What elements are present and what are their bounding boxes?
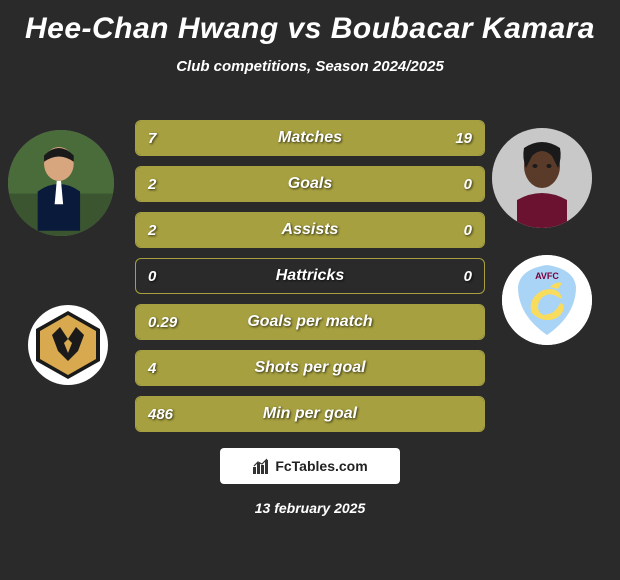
player-left-avatar <box>8 130 114 236</box>
stat-fill-right <box>230 121 484 155</box>
stat-row: 0.29 Goals per match <box>135 304 485 340</box>
stat-value-right: 0 <box>464 176 472 193</box>
brand-badge: FcTables.com <box>220 448 400 484</box>
subtitle: Club competitions, Season 2024/2025 <box>0 58 620 75</box>
player-right-avatar <box>492 128 592 228</box>
stat-label: Assists <box>282 221 339 239</box>
stat-label: Min per goal <box>263 405 357 423</box>
svg-text:AVFC: AVFC <box>535 271 559 281</box>
stat-value-left: 4 <box>148 360 156 377</box>
stat-row: 486 Min per goal <box>135 396 485 432</box>
stat-value-left: 486 <box>148 406 173 423</box>
stat-value-right: 0 <box>464 268 472 285</box>
stat-value-left: 7 <box>148 130 156 147</box>
stat-value-right: 19 <box>455 130 472 147</box>
stat-value-left: 2 <box>148 222 156 239</box>
stat-row: 0 Hattricks 0 <box>135 258 485 294</box>
stat-row: 2 Assists 0 <box>135 212 485 248</box>
footer-date: 13 february 2025 <box>255 500 366 516</box>
brand-text: FcTables.com <box>275 458 367 474</box>
page-title: Hee-Chan Hwang vs Boubacar Kamara <box>0 0 620 46</box>
stat-label: Shots per goal <box>254 359 365 377</box>
stat-label: Goals <box>288 175 332 193</box>
stat-row: 4 Shots per goal <box>135 350 485 386</box>
club-right-badge: AVFC <box>502 255 592 345</box>
stats-container: 7 Matches 19 2 Goals 0 2 Assists 0 0 Hattricks 0 0.2… <box>135 120 485 442</box>
stat-label: Goals per match <box>247 313 372 331</box>
stat-label: Hattricks <box>276 267 344 285</box>
stat-row: 2 Goals 0 <box>135 166 485 202</box>
stat-value-left: 0.29 <box>148 314 177 331</box>
stat-value-left: 2 <box>148 176 156 193</box>
brand-icon <box>252 457 270 475</box>
stat-value-right: 0 <box>464 222 472 239</box>
stat-row: 7 Matches 19 <box>135 120 485 156</box>
stat-value-left: 0 <box>148 268 156 285</box>
club-left-badge <box>28 305 108 385</box>
stat-label: Matches <box>278 129 342 147</box>
